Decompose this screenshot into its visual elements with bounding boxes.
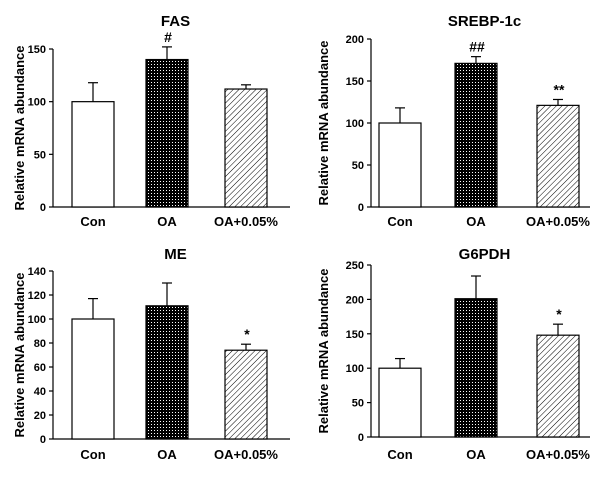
y-axis-label: Relative mRNA abundance	[316, 269, 331, 434]
x-tick-label: Con	[80, 447, 105, 462]
y-axis-label: Relative mRNA abundance	[316, 41, 331, 206]
y-tick-label: 150	[346, 329, 364, 341]
x-tick-label: OA	[466, 447, 486, 462]
x-tick-label: OA+0.05%	[526, 447, 590, 462]
y-axis-label: Relative mRNA abundance	[12, 46, 27, 211]
bar	[536, 104, 580, 208]
y-tick-label: 50	[352, 398, 364, 410]
significance-mark: *	[556, 306, 562, 322]
bar	[224, 349, 268, 440]
chart-title: ME	[164, 246, 187, 263]
chart-panel-4: G6PDH Relative mRNA abundance 0 50 100 150 200…	[316, 246, 590, 462]
chart-title: FAS	[161, 13, 190, 30]
y-tick-label: 80	[34, 338, 46, 350]
y-tick-label: 100	[28, 314, 46, 326]
y-tick-label: 20	[34, 410, 46, 422]
bar	[145, 58, 189, 208]
x-tick-label: OA+0.05%	[526, 214, 590, 229]
bar	[71, 101, 115, 208]
y-tick-label: 0	[40, 202, 46, 214]
y-tick-label: 250	[346, 260, 364, 272]
y-tick-label: 60	[34, 362, 46, 374]
y-tick-label: 150	[346, 76, 364, 88]
x-tick-label: OA	[466, 214, 486, 229]
x-tick-label: OA	[157, 447, 177, 462]
y-tick-label: 100	[346, 118, 364, 130]
significance-mark: ##	[469, 39, 485, 55]
bar	[224, 88, 268, 208]
y-tick-label: 40	[34, 386, 46, 398]
significance-mark: **	[554, 81, 565, 97]
bar	[536, 334, 580, 438]
bar	[71, 318, 115, 440]
y-tick-label: 0	[40, 434, 46, 446]
bar	[378, 122, 422, 208]
x-tick-label: OA+0.05%	[214, 447, 278, 462]
chart-title: SREBP-1c	[448, 13, 521, 30]
y-tick-label: 120	[28, 290, 46, 302]
significance-mark: #	[164, 29, 172, 45]
y-tick-label: 200	[346, 34, 364, 46]
chart-title: G6PDH	[459, 246, 511, 263]
y-tick-label: 50	[34, 149, 46, 161]
y-tick-label: 200	[346, 294, 364, 306]
bar	[145, 305, 189, 440]
chart-panel-3: ME Relative mRNA abundance 0 20 40 60 80 100 120…	[12, 246, 290, 462]
y-tick-label: 140	[28, 266, 46, 278]
bar	[454, 298, 498, 438]
chart-panel-1: FAS Relative mRNA abundance 0 50 100 150 Con # O…	[12, 13, 290, 229]
x-tick-label: Con	[387, 214, 412, 229]
y-tick-label: 100	[28, 97, 46, 109]
x-tick-label: OA	[157, 214, 177, 229]
x-tick-label: Con	[387, 447, 412, 462]
y-tick-label: 0	[358, 202, 364, 214]
significance-mark: *	[244, 326, 250, 342]
x-tick-label: OA+0.05%	[214, 214, 278, 229]
x-tick-label: Con	[80, 214, 105, 229]
bar	[454, 62, 498, 208]
y-axis-label: Relative mRNA abundance	[12, 273, 27, 438]
y-tick-label: 0	[358, 432, 364, 444]
chart-panel-2: SREBP-1c Relative mRNA abundance 0 50 100 150…	[316, 13, 590, 229]
panels-group: FAS Relative mRNA abundance 0 50 100 150 Con # O…	[12, 13, 590, 462]
y-tick-label: 100	[346, 363, 364, 375]
y-tick-label: 50	[352, 160, 364, 172]
bar	[378, 367, 422, 438]
y-tick-label: 150	[28, 44, 46, 56]
